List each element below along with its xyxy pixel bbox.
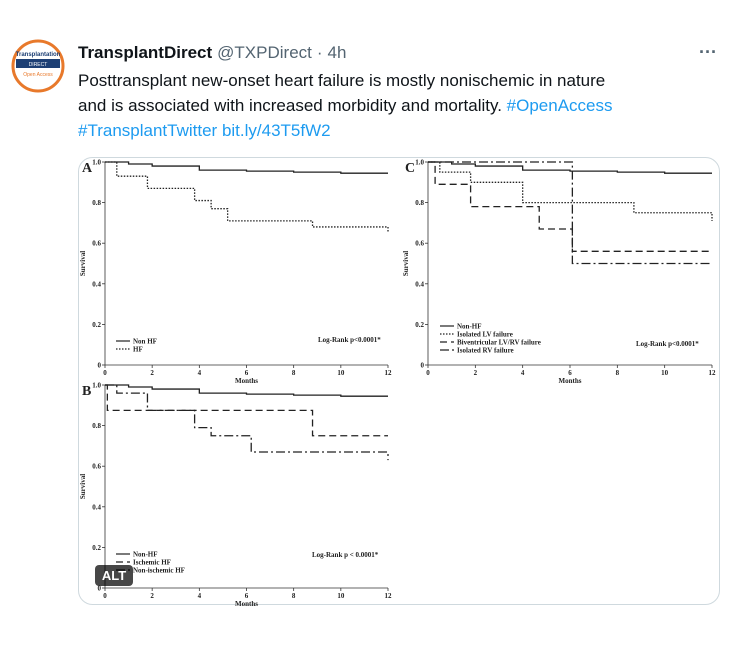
y-tick-label: 1.0 [92, 382, 101, 390]
handle[interactable]: @TXPDirect [217, 43, 312, 62]
x-tick-label: 4 [521, 369, 525, 377]
media-image: 0 2 4 6 8 10 12 0 0.2 0.4 0.6 0.8 1.0 Months Survival A… [79, 159, 716, 609]
y-tick-label: 0.6 [92, 240, 101, 248]
y-tick-label: 0.4 [92, 503, 101, 511]
x-tick-label: 10 [661, 369, 669, 377]
tweet-text: Posttransplant new-onset heart failure i… [78, 71, 613, 140]
legend-label: Isolated LV failure [457, 331, 513, 339]
x-tick-label: 6 [245, 369, 249, 377]
alt-badge[interactable] [95, 565, 133, 586]
x-tick-label: 12 [385, 369, 393, 377]
panel-label: A [82, 161, 93, 176]
link[interactable]: bit.ly/43T5fW2 [222, 121, 331, 140]
y-tick-label: 0.2 [92, 544, 101, 552]
text-span: Posttransplant new-onset heart failure i… [78, 71, 605, 90]
legend-label: Biventricular LV/RV failure [457, 339, 541, 347]
legend-label: Non HF [133, 338, 157, 346]
survival-curve [105, 384, 389, 461]
link[interactable]: #TransplantTwitter [78, 121, 218, 140]
y-axis-label: Survival [402, 251, 410, 276]
y-tick-label: 0.8 [92, 422, 101, 430]
author[interactable]: TransplantDirect [78, 43, 212, 62]
panel-label: C [405, 161, 415, 176]
survival-curve [428, 161, 712, 265]
avatar-text: DIRECT [29, 62, 48, 68]
text-line: #TransplantTwitter bit.ly/43T5fW2 [78, 121, 331, 140]
x-tick-label: 4 [198, 592, 202, 600]
y-tick-label: 0 [421, 362, 425, 370]
x-tick-label: 12 [385, 592, 393, 600]
x-tick-label: 6 [245, 592, 249, 600]
separator: · [317, 43, 323, 62]
annotation: Log-Rank p<0.0001* [636, 340, 699, 348]
survival-curve [428, 161, 712, 174]
survival-curve [105, 384, 388, 397]
x-axis-label: Months [235, 600, 258, 608]
legend-label: Ischemic HF [133, 559, 171, 567]
avatar-text: Open Access [23, 72, 53, 78]
y-tick-label: 0.8 [92, 199, 101, 207]
x-tick-label: 12 [709, 369, 717, 377]
y-tick-label: 1.0 [415, 159, 424, 167]
x-tick-label: 10 [337, 592, 345, 600]
legend-label: Isolated RV failure [457, 347, 514, 355]
y-tick-label: 0.6 [415, 240, 424, 248]
x-tick-label: 2 [150, 369, 154, 377]
annotation: Log-Rank p < 0.0001* [312, 551, 379, 559]
y-tick-label: 0.4 [415, 280, 424, 288]
text-line: Posttransplant new-onset heart failure i… [78, 71, 605, 90]
x-tick-label: 8 [292, 592, 296, 600]
y-axis-label: Survival [79, 474, 87, 499]
x-tick-label: 0 [426, 369, 430, 377]
x-tick-label: 0 [103, 592, 107, 600]
survival-curve [105, 161, 389, 234]
y-tick-label: 1.0 [92, 159, 101, 167]
x-tick-label: 8 [292, 369, 296, 377]
y-tick-label: 0 [98, 362, 102, 370]
alt-text: ALT [102, 568, 126, 583]
panel-label: B [82, 384, 91, 399]
survival-curve [105, 161, 388, 174]
x-tick-label: 4 [198, 369, 202, 377]
x-axis-label: Months [235, 377, 258, 385]
y-tick-label: 0.4 [92, 280, 101, 288]
legend-label: HF [133, 346, 143, 354]
more-menu[interactable]: ··· [699, 42, 717, 62]
x-tick-label: 6 [568, 369, 572, 377]
x-tick-label: 0 [103, 369, 107, 377]
y-tick-label: 0 [98, 585, 102, 593]
text-span: and is associated with increased morbidi… [78, 96, 507, 115]
timestamp[interactable]: 4h [328, 43, 347, 62]
y-tick-label: 0.8 [415, 199, 424, 207]
y-tick-label: 0.2 [92, 321, 101, 329]
text-line: and is associated with increased morbidi… [78, 96, 613, 115]
x-tick-label: 10 [337, 369, 345, 377]
survival-curve [428, 161, 713, 221]
y-tick-label: 0.2 [415, 321, 424, 329]
avatar-band [16, 59, 60, 68]
legend-label: Non-ischemic HF [133, 567, 185, 575]
annotation: Log-Rank p<0.0001* [318, 336, 381, 344]
link[interactable]: #OpenAccess [507, 96, 613, 115]
legend-label: Non-HF [133, 551, 158, 559]
x-tick-label: 8 [616, 369, 620, 377]
legend-label: Non-HF [457, 323, 482, 331]
x-tick-label: 2 [150, 592, 154, 600]
x-tick-label: 2 [474, 369, 478, 377]
x-axis-label: Months [559, 377, 582, 385]
media-frame[interactable] [78, 157, 720, 605]
avatar-text: Transplantation [16, 52, 61, 58]
y-axis-label: Survival [79, 251, 87, 276]
y-tick-label: 0.6 [92, 463, 101, 471]
